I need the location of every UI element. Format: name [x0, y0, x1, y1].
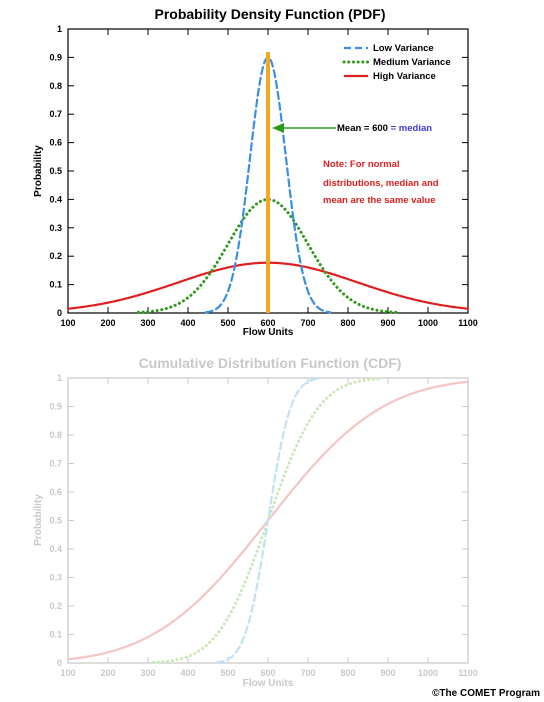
- pdf-x-tick-label: 1000: [418, 318, 438, 328]
- note-line-2: distributions, median and: [323, 178, 439, 189]
- cdf-x-tick-label: 900: [380, 668, 395, 678]
- pdf-x-tick-label: 1100: [458, 318, 478, 328]
- pdf-y-axis-label: Probability: [33, 145, 44, 197]
- pdf-y-tick-label: 0: [57, 308, 62, 318]
- cdf-x-tick-label: 1100: [458, 668, 478, 678]
- pdf-y-tick-label: 0.9: [49, 52, 62, 62]
- cdf-x-tick-label: 700: [300, 668, 315, 678]
- cdf-x-tick-labels: 100 200 300 400 500 600 700 800 900 1000 1100: [60, 668, 477, 678]
- pdf-x-tick-labels: 100 200 300 400 500 600 700 800 900 1000 1100: [60, 318, 477, 328]
- pdf-y-tick-label: 0.8: [49, 81, 62, 91]
- cdf-y-tick-label: 0: [57, 658, 62, 668]
- mean-annotation-text: Mean = 600 = median: [337, 123, 432, 134]
- pdf-x-tick-label: 500: [220, 318, 235, 328]
- pdf-title: Probability Density Function (PDF): [154, 6, 385, 22]
- pdf-x-tick-label: 700: [300, 318, 315, 328]
- note-line-3: mean are the same value: [323, 195, 435, 206]
- pdf-y-tick-label: 0.7: [49, 109, 62, 119]
- legend-label-high: High Variance: [373, 71, 436, 82]
- pdf-y-tick-label: 0.5: [49, 166, 62, 176]
- pdf-x-axis-label: Flow Units: [243, 327, 294, 338]
- mean-annotation: Mean = 600 = median: [272, 123, 432, 134]
- cdf-y-tick-label: 0.1: [49, 630, 62, 640]
- cdf-y-tick-label: 0.8: [49, 430, 62, 440]
- pdf-ticks: [67, 28, 469, 314]
- cdf-series-low-line: [215, 377, 321, 664]
- cdf-x-tick-label: 300: [140, 668, 155, 678]
- pdf-x-tick-label: 300: [140, 318, 155, 328]
- cdf-y-tick-label: 1: [57, 373, 62, 383]
- cdf-x-tick-label: 800: [340, 668, 355, 678]
- cdf-title: Cumulative Distribution Function (CDF): [139, 355, 402, 371]
- cdf-x-tick-label: 500: [220, 668, 235, 678]
- cdf-y-tick-labels: 0 0.1 0.2 0.3 0.4 0.5 0.6 0.7 0.8 0.9 1: [49, 373, 62, 668]
- cdf-x-tick-label: 600: [260, 668, 275, 678]
- cdf-x-tick-label: 200: [100, 668, 115, 678]
- pdf-y-tick-label: 0.6: [49, 138, 62, 148]
- cdf-x-axis-label: Flow Units: [243, 678, 294, 689]
- cdf-y-tick-label: 0.6: [49, 487, 62, 497]
- pdf-y-tick-label: 1: [57, 24, 62, 34]
- pdf-y-tick-label: 0.4: [49, 194, 62, 204]
- cdf-x-tick-label: 400: [180, 668, 195, 678]
- cdf-y-tick-label: 0.7: [49, 459, 62, 469]
- credit-text: ©The COMET Program: [432, 688, 540, 699]
- mean-arrow-head: [272, 123, 284, 133]
- cdf-series: [66, 377, 470, 664]
- pdf-x-tick-label: 800: [340, 318, 355, 328]
- legend-label-low: Low Variance: [373, 43, 434, 54]
- note-line-1: Note: For normal: [323, 159, 400, 170]
- cdf-y-tick-label: 0.5: [49, 516, 62, 526]
- pdf-x-tick-label: 600: [260, 318, 275, 328]
- pdf-chart: Probability Density Function (PDF) 100 20…: [33, 6, 478, 338]
- pdf-x-tick-label: 200: [100, 318, 115, 328]
- cdf-ticks: [67, 377, 469, 664]
- legend-label-medium: Medium Variance: [373, 57, 451, 68]
- note-annotation: Note: For normal distributions, median a…: [323, 159, 439, 206]
- pdf-y-tick-label: 0.2: [49, 251, 62, 261]
- pdf-legend: Low Variance Medium Variance High Varian…: [342, 43, 451, 82]
- cdf-y-tick-label: 0.4: [49, 544, 62, 554]
- cdf-y-axis-label: Probability: [33, 494, 44, 546]
- cdf-y-tick-label: 0.3: [49, 573, 62, 583]
- pdf-y-tick-labels: 0 0.1 0.2 0.3 0.4 0.5 0.6 0.7 0.8 0.9 1: [49, 24, 62, 318]
- cdf-chart: Cumulative Distribution Function (CDF) 1…: [33, 355, 478, 689]
- cdf-y-tick-label: 0.9: [49, 402, 62, 412]
- cdf-y-tick-label: 0.2: [49, 601, 62, 611]
- pdf-x-tick-label: 100: [60, 318, 75, 328]
- pdf-y-tick-label: 0.3: [49, 223, 62, 233]
- pdf-x-tick-label: 900: [380, 318, 395, 328]
- pdf-y-tick-label: 0.1: [49, 280, 62, 290]
- cdf-x-tick-label: 1000: [418, 668, 438, 678]
- pdf-x-tick-label: 400: [180, 318, 195, 328]
- cdf-x-tick-label: 100: [60, 668, 75, 678]
